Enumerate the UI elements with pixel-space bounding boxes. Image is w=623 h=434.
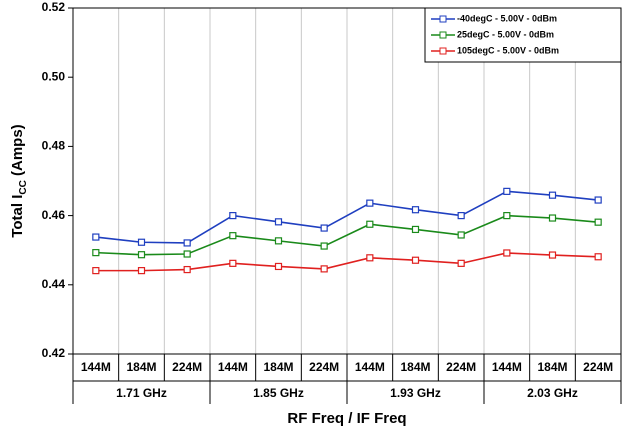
series-line	[95, 190, 599, 244]
y-tick-label: 0.52	[42, 0, 66, 14]
group-label: 1.85 GHz	[253, 386, 304, 400]
point	[548, 191, 557, 199]
point	[548, 214, 557, 222]
point	[183, 250, 191, 258]
point	[411, 206, 420, 214]
point	[229, 212, 237, 220]
point	[411, 225, 420, 234]
x-tick-label: 144M	[218, 360, 248, 374]
y-title-sub: CC	[18, 180, 29, 194]
y-tick-label: 0.46	[42, 208, 66, 222]
point	[366, 220, 374, 228]
series-line	[95, 214, 599, 256]
point	[92, 233, 100, 241]
series-line	[95, 252, 599, 272]
point	[457, 231, 465, 239]
x-axis-title: RF Freq / IF Freq	[287, 410, 406, 427]
x-tick-label: 224M	[309, 360, 339, 374]
point	[137, 238, 146, 246]
x-tick-label: 184M	[126, 360, 156, 374]
point	[229, 232, 237, 240]
y-tick-label: 0.44	[42, 277, 66, 291]
point	[594, 218, 602, 226]
point	[548, 251, 557, 259]
group-label: 1.93 GHz	[390, 386, 441, 400]
y-tick-label: 0.48	[42, 139, 66, 153]
y-axis-title: Total ICC (Amps)	[9, 124, 29, 237]
point	[457, 212, 465, 220]
legend-label: 105degC - 5.00V - 0dBm	[457, 45, 559, 55]
point	[274, 262, 283, 271]
point	[457, 259, 465, 267]
x-tick-label: 184M	[400, 360, 430, 374]
legend-box	[424, 7, 622, 63]
x-tick-label: 224M	[446, 360, 476, 374]
point	[503, 212, 511, 220]
point	[137, 267, 146, 275]
point	[274, 218, 283, 226]
point	[594, 196, 602, 204]
point	[274, 237, 283, 245]
legend-marker	[439, 31, 447, 39]
legend-label: 25degC - 5.00V - 0dBm	[457, 29, 554, 39]
group-label: 2.03 GHz	[527, 386, 578, 400]
point	[92, 267, 100, 275]
point	[411, 256, 420, 264]
x-tick-label: 184M	[263, 360, 293, 374]
x-tick-label: 224M	[172, 360, 202, 374]
point	[92, 249, 100, 257]
point	[366, 254, 374, 262]
x-tick-label: 144M	[355, 360, 385, 374]
point	[183, 265, 191, 274]
x-tick-label: 144M	[81, 360, 111, 374]
legend-marker	[439, 47, 447, 55]
point	[137, 251, 146, 259]
point	[366, 199, 374, 207]
x-tick-label: 224M	[583, 360, 613, 374]
y-title-suffix: (Amps)	[9, 124, 26, 180]
point	[503, 187, 511, 195]
group-label: 1.71 GHz	[116, 386, 167, 400]
point	[503, 249, 511, 257]
legend-marker	[439, 15, 447, 23]
x-tick-label: 184M	[537, 360, 567, 374]
point	[183, 239, 191, 247]
x-tick-label: 144M	[492, 360, 522, 374]
y-tick-label: 0.42	[42, 346, 66, 360]
point	[320, 265, 328, 273]
point	[320, 224, 328, 232]
plot-frame	[72, 7, 622, 355]
legend-label: -40degC - 5.00V - 0dBm	[457, 13, 557, 23]
y-title-main: Total I	[9, 195, 26, 238]
point	[320, 242, 328, 250]
point	[594, 253, 602, 261]
y-tick-label: 0.50	[42, 69, 66, 83]
point	[229, 259, 237, 267]
